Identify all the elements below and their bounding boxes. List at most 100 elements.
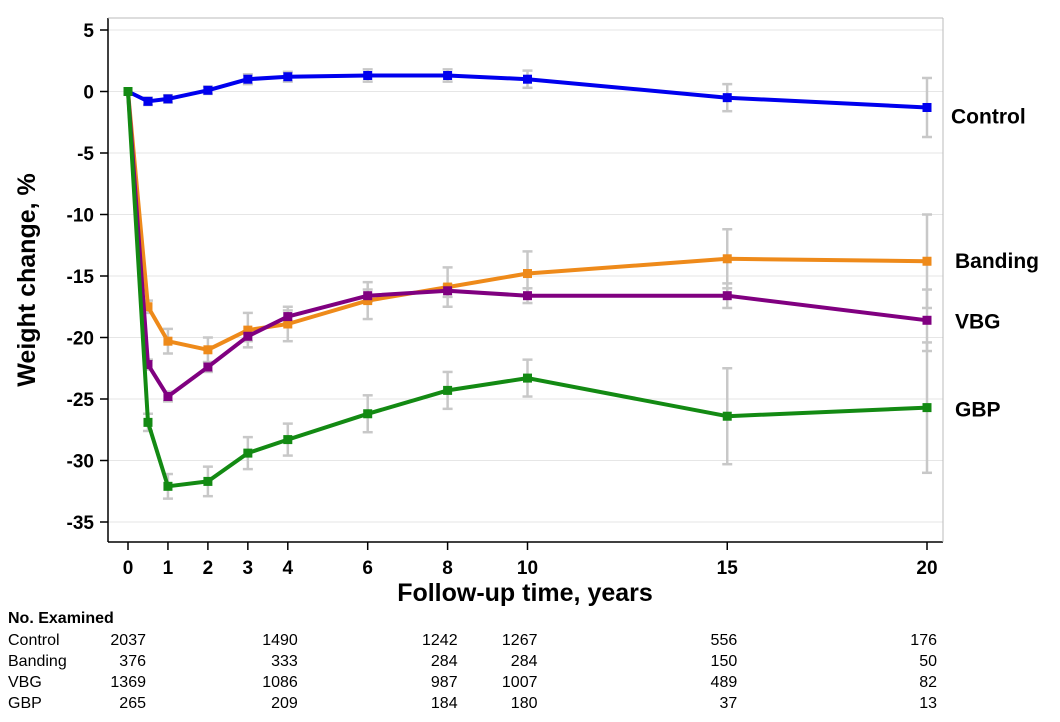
examined-count: 176 bbox=[910, 632, 937, 649]
y-tick-label: -15 bbox=[67, 267, 95, 288]
vbg-series-label: VBG bbox=[955, 310, 1001, 333]
banding-data-point bbox=[243, 325, 253, 335]
examined-count: 556 bbox=[711, 632, 738, 649]
examined-count: 1267 bbox=[502, 632, 538, 649]
examined-row-label: Banding bbox=[8, 653, 67, 670]
examined-count: 1490 bbox=[262, 632, 298, 649]
gbp-data-point bbox=[283, 435, 293, 445]
control-data-point bbox=[283, 72, 293, 82]
examined-count: 37 bbox=[719, 695, 737, 712]
series-labels: Control Banding VBG GBP bbox=[951, 105, 1039, 421]
banding-data-point bbox=[143, 302, 153, 312]
banding-data-point bbox=[283, 319, 293, 329]
y-tick-label: -5 bbox=[77, 144, 94, 165]
y-tick-label: -25 bbox=[67, 390, 95, 411]
examined-table: No. Examined Control 2037 1490 1242 1267 556 1… bbox=[8, 610, 937, 712]
y-ticks: 5 0 -5 -10 -15 -20 -25 -30 -35 bbox=[67, 21, 108, 534]
y-tick-label: -20 bbox=[67, 329, 94, 350]
x-axis-title: Follow-up time, years bbox=[397, 579, 653, 607]
gbp-data-point bbox=[363, 409, 373, 419]
examined-count: 180 bbox=[511, 695, 538, 712]
examined-count: 1007 bbox=[502, 674, 538, 691]
examined-count: 1242 bbox=[422, 632, 458, 649]
y-axis-title: Weight change, % bbox=[13, 173, 41, 386]
x-tick-label: 6 bbox=[362, 558, 373, 579]
examined-count: 1369 bbox=[110, 674, 146, 691]
y-tick-label: 5 bbox=[83, 21, 94, 42]
examined-count: 284 bbox=[511, 653, 538, 670]
examined-count: 184 bbox=[431, 695, 458, 712]
control-data-point bbox=[523, 74, 532, 84]
gbp-data-point bbox=[143, 417, 153, 427]
examined-count: 376 bbox=[119, 653, 146, 670]
gbp-data-point bbox=[123, 87, 133, 96]
banding-data-point bbox=[523, 269, 532, 279]
x-tick-label: 20 bbox=[916, 558, 937, 579]
examined-count: 987 bbox=[431, 674, 458, 691]
gbp-data-point bbox=[443, 385, 453, 395]
x-tick-label: 4 bbox=[283, 558, 294, 579]
vbg-data-point bbox=[523, 291, 532, 301]
vbg-data-point bbox=[722, 291, 732, 301]
x-tick-label: 1 bbox=[163, 558, 174, 579]
x-tick-label: 0 bbox=[123, 558, 134, 579]
control-data-point bbox=[443, 71, 453, 81]
control-data-point bbox=[363, 71, 373, 81]
vbg-data-point bbox=[443, 286, 453, 296]
examined-count: 2037 bbox=[110, 632, 146, 649]
x-ticks: 0 1 2 3 4 6 8 10 15 20 bbox=[123, 542, 938, 579]
gbp-data-point bbox=[722, 411, 732, 421]
examined-count: 150 bbox=[711, 653, 738, 670]
series-lines bbox=[123, 71, 932, 491]
control-data-point bbox=[243, 74, 253, 84]
examined-count: 1086 bbox=[262, 674, 298, 691]
examined-count: 333 bbox=[271, 653, 298, 670]
examined-count: 82 bbox=[919, 674, 937, 691]
control-data-point bbox=[163, 94, 173, 104]
control-data-point bbox=[203, 85, 213, 95]
y-tick-label: 0 bbox=[83, 83, 94, 104]
gbp-series-label: GBP bbox=[955, 399, 1001, 422]
vbg-data-point bbox=[163, 392, 173, 402]
banding-series-label: Banding bbox=[955, 250, 1039, 273]
banding-data-point bbox=[722, 254, 732, 264]
examined-count: 265 bbox=[119, 695, 146, 712]
banding-data-point bbox=[163, 336, 173, 346]
gbp-data-point bbox=[243, 448, 253, 458]
banding-data-point bbox=[203, 345, 213, 355]
control-data-point bbox=[143, 96, 153, 106]
banding-data-point bbox=[363, 296, 373, 306]
gbp-data-point bbox=[203, 476, 213, 486]
vbg-data-point bbox=[143, 360, 153, 370]
vbg-data-point bbox=[363, 291, 373, 301]
vbg-data-point bbox=[922, 315, 932, 325]
gbp-data-point bbox=[922, 403, 932, 413]
banding-data-point bbox=[922, 256, 932, 266]
vbg-data-point bbox=[203, 362, 213, 372]
examined-row-label: VBG bbox=[8, 674, 42, 691]
examined-table-title: No. Examined bbox=[8, 610, 114, 627]
error-bars bbox=[142, 68, 932, 500]
examined-count: 284 bbox=[431, 653, 458, 670]
gbp-data-point bbox=[523, 373, 532, 383]
examined-row-label: GBP bbox=[8, 695, 42, 712]
control-data-point bbox=[922, 102, 932, 112]
y-tick-label: -35 bbox=[67, 513, 95, 534]
vbg-series-line bbox=[126, 89, 929, 399]
examined-count: 50 bbox=[919, 653, 937, 670]
banding-series-line bbox=[126, 89, 929, 352]
x-tick-label: 15 bbox=[717, 558, 739, 579]
x-tick-label: 10 bbox=[517, 558, 538, 579]
gbp-data-point bbox=[163, 481, 173, 491]
y-tick-label: -30 bbox=[67, 452, 94, 473]
vbg-data-point bbox=[243, 331, 253, 341]
x-tick-label: 3 bbox=[243, 558, 254, 579]
control-series-label: Control bbox=[951, 105, 1026, 128]
vbg-data-point bbox=[283, 312, 293, 322]
y-tick-label: -10 bbox=[67, 206, 94, 227]
control-data-point bbox=[722, 93, 732, 103]
examined-count: 209 bbox=[271, 695, 298, 712]
x-tick-label: 8 bbox=[442, 558, 453, 579]
examined-row-label: Control bbox=[8, 632, 60, 649]
